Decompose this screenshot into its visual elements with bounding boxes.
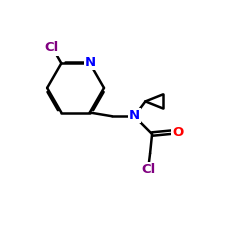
Text: N: N: [85, 56, 96, 68]
Text: O: O: [172, 126, 184, 138]
Text: Cl: Cl: [141, 163, 155, 176]
Text: Cl: Cl: [45, 42, 59, 54]
Text: N: N: [129, 109, 140, 122]
